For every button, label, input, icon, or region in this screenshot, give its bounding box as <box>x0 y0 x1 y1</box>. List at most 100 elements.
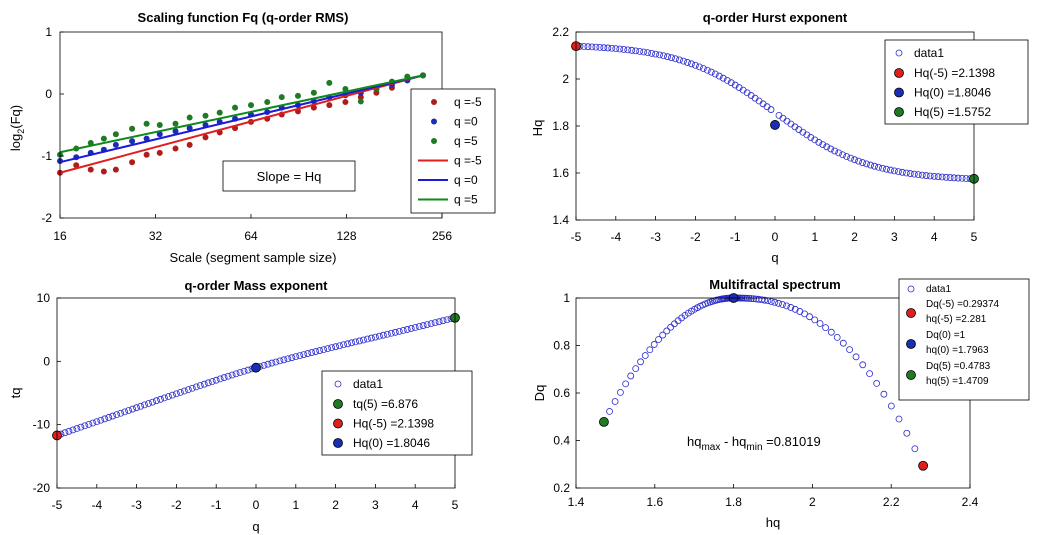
y-tick-label: 1.6 <box>552 166 569 180</box>
curve-point <box>852 353 860 361</box>
data-point <box>156 131 163 138</box>
curve-point <box>903 429 911 437</box>
curve-point <box>89 419 97 427</box>
curve-point <box>141 401 148 409</box>
curve-point <box>612 45 620 53</box>
fit-line <box>59 74 424 174</box>
data-point <box>112 131 119 138</box>
curve-point <box>133 404 141 412</box>
x-tick-label: -2 <box>690 230 701 244</box>
curve-point <box>149 398 156 406</box>
curve-point <box>580 43 588 50</box>
curve-point <box>340 341 347 349</box>
panel-scaling-function: Scaling function Fq (q-order RMS) 16 32 64… <box>8 10 496 265</box>
curve-point <box>646 346 654 354</box>
curve-point <box>93 418 101 426</box>
curve-point <box>121 408 129 416</box>
curve-point <box>819 141 827 148</box>
panel-spectrum: Multifractal spectrum 1.4 1.6 1.8 2 2.2 2.4 0.… <box>532 277 1030 530</box>
legend-label: q =-5 <box>454 154 482 168</box>
curve-point <box>783 117 791 125</box>
curve-point <box>196 382 204 389</box>
legend-label: hq(-5) =2.281 <box>926 314 987 325</box>
curve-point <box>153 397 160 405</box>
y-tick-label: -10 <box>33 418 51 432</box>
curve-point <box>833 333 841 341</box>
curve-point <box>871 162 878 170</box>
x-tick-label: 1 <box>292 498 299 512</box>
legend-label: data1 <box>926 284 951 295</box>
curve-point <box>232 370 240 378</box>
curve-point <box>835 149 843 157</box>
curve-point <box>109 412 117 420</box>
curve-point <box>608 44 616 52</box>
legend-marker <box>333 418 343 429</box>
data-point <box>357 94 364 101</box>
curve-point <box>371 333 379 341</box>
slope-annotation: Slope = Hq <box>257 169 322 184</box>
legend-label: data1 <box>914 46 944 60</box>
curve-point <box>636 47 644 55</box>
highlight-marker <box>251 362 261 373</box>
curve-point <box>584 43 592 51</box>
curve-point <box>212 376 220 384</box>
curve-point <box>268 359 276 367</box>
curve-point <box>660 52 667 60</box>
y-tick-label: 0 <box>43 354 50 368</box>
curve-point <box>264 360 272 368</box>
curve-point <box>336 342 343 350</box>
x-tick-label: -5 <box>571 230 582 244</box>
x-tick-label: -3 <box>650 230 661 244</box>
legend-label: Dq(-5) =0.29374 <box>926 299 1000 310</box>
chart-title-mass: q-order Mass exponent <box>184 278 328 293</box>
x-tick-label: 5 <box>452 498 459 512</box>
curve-point <box>240 367 248 375</box>
curve-point <box>688 60 695 68</box>
curve-point <box>875 163 882 171</box>
curve-point <box>873 380 881 387</box>
legend-marker <box>906 308 916 318</box>
legend-marker <box>431 99 437 105</box>
y-tick-label: 2.2 <box>552 25 569 39</box>
curve-point <box>145 400 152 407</box>
x-tick-label: 0 <box>253 498 260 512</box>
data-point <box>112 141 119 148</box>
curve-point <box>180 387 188 395</box>
legend-marker <box>895 49 903 57</box>
legend-spectrum <box>898 278 1030 401</box>
y-tick-label: 0.6 <box>553 386 570 400</box>
curve-point <box>176 388 184 396</box>
curve-point <box>806 313 813 321</box>
curve-point <box>280 356 288 364</box>
x-tick-label: 0 <box>772 230 779 244</box>
curve-point <box>652 50 659 58</box>
curve-point <box>771 298 779 306</box>
x-tick-label: 64 <box>244 229 258 243</box>
data-point <box>186 114 193 121</box>
data-point <box>216 109 223 116</box>
data-point <box>248 102 254 109</box>
curve-point <box>622 380 630 388</box>
curve-point <box>954 174 962 182</box>
y-tick-label: 1 <box>45 25 52 39</box>
curve-point <box>775 111 783 119</box>
panel-mass: q-order Mass exponent -5 -4 -3 -2 -1 0 1 2 3 4 5-2… <box>8 278 473 534</box>
x-tick-label: 1.4 <box>568 495 585 509</box>
curve-point <box>816 320 824 327</box>
x-tick-label: 5 <box>971 230 978 244</box>
y-axis-label-spectrum: Dq <box>532 385 547 402</box>
curve-point <box>628 46 636 54</box>
curve-point <box>763 103 771 111</box>
x-tick-label: -1 <box>211 498 222 512</box>
data-point <box>310 104 317 111</box>
curve-point <box>360 336 367 344</box>
curve-point <box>624 46 632 54</box>
curve-point <box>300 351 308 358</box>
y-tick-label: -2 <box>41 211 52 225</box>
curve-point <box>930 172 938 180</box>
curve-point <box>304 350 312 357</box>
x-axis-label-hurst: q <box>771 250 778 265</box>
data-point <box>342 99 349 106</box>
legend-label: Hq(0) =1.8046 <box>914 86 991 100</box>
curve-point <box>200 380 208 388</box>
